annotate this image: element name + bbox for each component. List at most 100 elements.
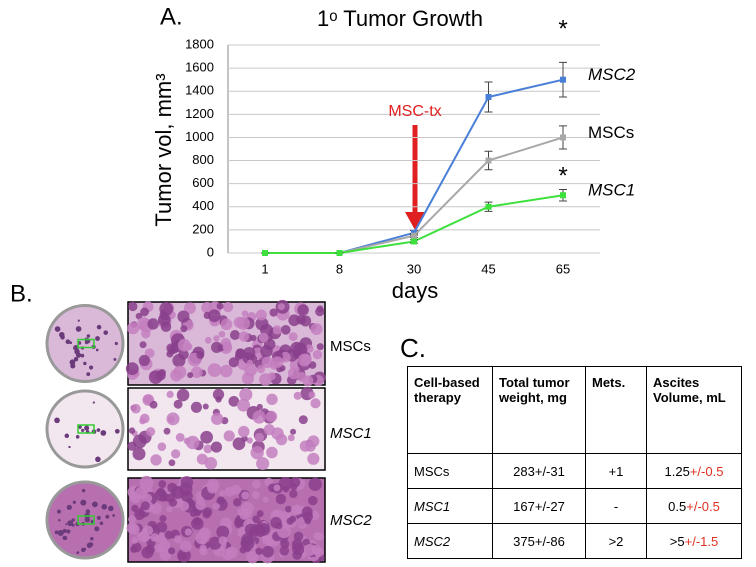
cell [141,546,154,559]
cell [212,502,221,510]
cell [179,540,192,553]
dish-colony [86,372,91,377]
dish-colony [54,326,61,332]
cell: >2 [585,523,647,559]
cell [256,364,266,374]
cell [177,338,191,352]
dish-colony [92,501,98,508]
cell [210,341,223,354]
cell [207,363,222,377]
annotation: MSC-tx [388,103,441,120]
dish-colony [75,435,80,439]
marker [485,203,492,210]
cell [176,388,190,402]
row-label: MSC1 [330,425,372,442]
cell [158,369,166,377]
header-cell: Mets. [585,366,647,454]
dish-colony [73,356,79,362]
cell [263,424,275,436]
y-tick-label: 1600 [185,60,214,75]
cell [159,301,174,316]
cell [232,437,246,451]
series-label: MSC2 [588,65,636,84]
dish-colony [96,428,101,432]
dish-colony [81,488,86,493]
dish-colony [59,332,65,338]
marker [560,134,566,141]
dish-colony [94,526,100,532]
cell [139,475,154,490]
dish-colony [66,529,71,534]
cell [277,303,285,311]
cell [132,447,146,461]
dish-colony [66,504,72,510]
cell [308,477,322,491]
header-cell: Total tumor weight, mg [492,366,586,454]
cell [262,496,269,503]
cell [147,318,159,330]
cell [128,523,140,535]
cell [216,302,224,310]
cell [289,489,298,498]
cell [299,440,311,452]
cell [190,401,202,413]
cell [154,544,164,553]
header-cell: Ascites Volume, mL [646,366,742,454]
cell [200,430,213,444]
cell: >5+/-1.5 [646,523,742,559]
cell [284,505,292,513]
row-label: MSCs [330,338,371,355]
cell [252,480,261,489]
cell [280,325,291,335]
dish-colony [80,353,85,358]
cell [203,444,213,454]
x-tick-label: 1 [261,261,268,276]
cell [303,544,316,556]
cell [237,425,250,438]
cell: 375+/-86 [492,523,586,559]
error: +/-0.5 [686,498,720,514]
cell [202,507,213,517]
cell [219,364,233,378]
dish-colony [71,523,75,527]
cell [222,301,234,313]
y-tick-label: 200 [192,221,214,236]
cell [255,547,263,556]
cell [139,341,147,349]
y-axis-label: Tumor vol, mm³ [151,73,176,226]
y-tick-label: 600 [192,175,214,190]
cell [168,459,176,467]
cell [278,476,293,491]
dish-colony [64,433,70,439]
cell [289,515,297,523]
cell [312,350,323,360]
cell [236,348,244,357]
cell [215,396,222,403]
cell [199,547,208,556]
value: 1.25 [664,463,690,479]
cell [240,536,255,551]
cell [301,506,313,518]
cell [316,532,325,541]
x-axis-label: days [392,278,438,303]
marker [485,94,492,100]
cell [269,308,278,317]
row-label: MSC2 [330,512,372,529]
cell [238,331,250,342]
cell [216,496,226,505]
cell [267,372,276,381]
cell [293,531,304,542]
cell [173,399,183,409]
cell [296,314,306,325]
cell [128,301,138,312]
cell [178,552,187,561]
row: MSC2 375+/-86 >2 >5+/-1.5 [407,523,742,559]
cell [128,427,136,434]
cell [256,457,270,471]
y-tick-label: 1200 [185,106,214,121]
cell [246,437,253,444]
dish-colony [96,324,102,330]
cell [150,533,160,542]
dish-colony [84,517,90,523]
